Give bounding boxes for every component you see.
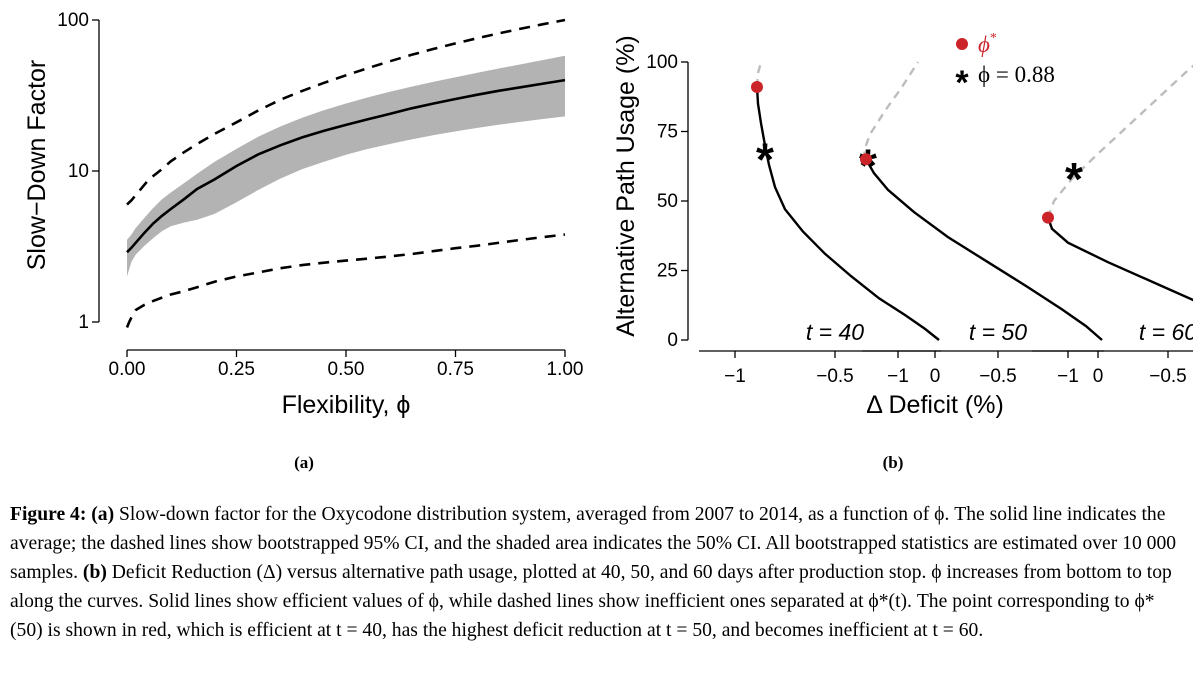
ci95-line-3	[125, 233, 566, 328]
facet-x-tick-label: 0	[1093, 366, 1104, 387]
x-tick-label: 1.00	[547, 359, 584, 380]
facet-label: t = 50	[969, 319, 1027, 345]
panel-b-ylabel: Alternative Path Usage (%)	[612, 35, 640, 337]
facet-0: −1 −0.5 0 * t = 40	[699, 61, 941, 387]
facet-x-tick-label: −0.5	[979, 366, 1017, 387]
y-tick-label: 0	[667, 330, 678, 351]
star-marker: *	[756, 134, 774, 186]
facet-x-tick-label: −1	[887, 366, 909, 387]
facet-label: t = 60	[1139, 319, 1193, 345]
legend-marker-red-point	[956, 38, 968, 50]
y-tick-label: 25	[657, 261, 678, 282]
star-marker: *	[859, 139, 877, 191]
panel-b-axes: 0 25 50 75 100	[646, 52, 689, 351]
panel-a-chart: 0.00 0.25 0.50 0.75 1.00 1 10 100 Slow−Down Fac…	[23, 10, 583, 472]
mean-line	[126, 78, 566, 254]
x-tick-label: 0.75	[437, 359, 474, 380]
facet-2: −1 −0.5 0 * t = 60	[1032, 64, 1193, 387]
figure: 0.00 0.25 0.50 0.75 1.00 1 10 100 Slow−Down Fac…	[23, 10, 1193, 472]
red-point-marker	[751, 81, 763, 94]
chart-series	[125, 18, 566, 328]
red-point-marker	[1042, 211, 1054, 224]
inefficient-dashed-line	[1046, 64, 1193, 219]
panel-b-facets: −1−0.50*t = 40−1−0.50*t = 50−1−0.50*t = …	[699, 61, 1193, 387]
ci50-band-area	[127, 55, 565, 277]
panel-a-sublabel: (a)	[294, 453, 314, 472]
legend-marker-star: *	[955, 64, 969, 102]
y-tick-label: 1	[78, 312, 89, 333]
panel-a-ylabel: Slow−Down Factor	[23, 60, 51, 271]
figure-caption: Figure 4: (a) Slow-down factor for the O…	[10, 500, 1185, 645]
facet-x-tick-label: 0	[930, 366, 941, 387]
facet-1: −1 −0.5 0 * t = 50	[859, 61, 1104, 387]
star-marker: *	[1065, 153, 1083, 205]
facet-x-tick-label: −1	[724, 366, 746, 387]
legend-label-phi-star: ϕ*	[978, 31, 997, 57]
facet-x-tick-label: −0.5	[1149, 366, 1187, 387]
legend: ϕ* * ϕ = 0.88	[955, 31, 1054, 102]
inefficient-dashed-line	[862, 61, 920, 160]
caption-figure-label: Figure 4:	[10, 504, 87, 525]
panel-b-sublabel: (b)	[883, 453, 904, 472]
efficient-solid-line	[755, 86, 940, 341]
y-tick-label: 100	[646, 52, 678, 73]
y-tick-label: 100	[57, 10, 89, 31]
caption-part-a-label: (a)	[91, 504, 115, 525]
facet-x-tick-label: −1	[1057, 366, 1079, 387]
efficient-solid-line	[864, 158, 1103, 341]
caption-part-a-text: Slow-down factor for the Oxycodone distr…	[10, 504, 1177, 583]
y-tick-label: 75	[657, 122, 678, 143]
legend-label-phi-088: ϕ = 0.88	[978, 62, 1055, 87]
ci50-band	[127, 55, 565, 277]
red-point-marker	[860, 153, 872, 166]
x-tick-label: 0.25	[218, 359, 255, 380]
y-tick-label: 10	[68, 161, 89, 182]
efficient-solid-line	[1046, 217, 1193, 302]
panel-a-axes: 0.00 0.25 0.50 0.75 1.00 1 10 100	[57, 10, 583, 380]
panel-b-xlabel: Δ Deficit (%)	[866, 391, 1004, 419]
y-tick-label: 50	[657, 191, 678, 212]
caption-part-b-text: Deficit Reduction (Δ) versus alternative…	[10, 562, 1172, 641]
facet-label: t = 40	[806, 319, 864, 345]
ci95-line-2	[126, 18, 566, 206]
caption-part-b-label: (b)	[82, 562, 107, 583]
facet-x-tick-label: −0.5	[816, 366, 854, 387]
panel-a-xlabel: Flexibility, ϕ	[282, 391, 411, 419]
x-tick-label: 0.00	[109, 359, 146, 380]
x-tick-label: 0.50	[328, 359, 365, 380]
